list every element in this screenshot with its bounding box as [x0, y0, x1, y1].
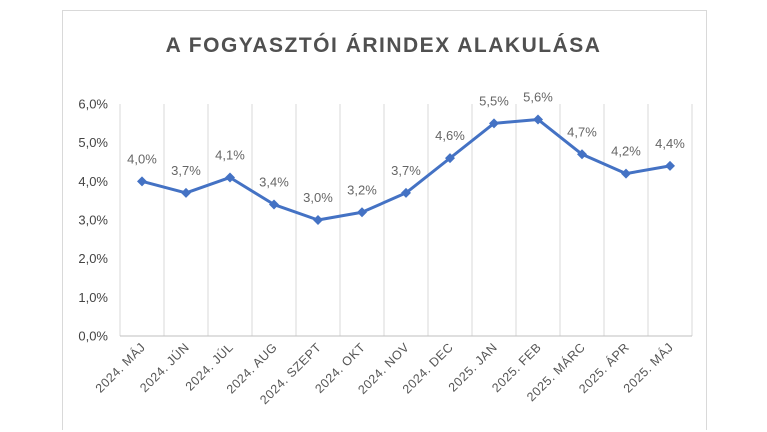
data-label: 4,1%: [215, 147, 245, 162]
data-point-marker: [445, 153, 455, 164]
data-point-marker: [313, 215, 323, 225]
data-point-marker: [621, 168, 631, 179]
y-tick-label: 3,0%: [78, 213, 108, 228]
data-point-marker: [577, 149, 587, 160]
data-label: 4,7%: [567, 124, 597, 139]
data-label: 3,7%: [391, 163, 421, 178]
data-point-marker: [137, 176, 147, 187]
y-tick-label: 4,0%: [78, 174, 108, 189]
data-label: 5,5%: [479, 93, 509, 108]
data-point-marker: [181, 187, 191, 198]
data-point-marker: [225, 172, 235, 183]
data-label: 5,6%: [523, 89, 553, 104]
y-tick-label: 2,0%: [78, 251, 108, 266]
y-tick-label: 6,0%: [78, 97, 108, 112]
data-label: 4,6%: [435, 128, 465, 143]
y-axis: 0,0% 1,0% 2,0% 3,0% 4,0% 5,0% 6,0%: [78, 97, 108, 344]
data-label: 3,0%: [303, 190, 333, 205]
data-point-marker: [269, 199, 279, 210]
data-point-marker: [401, 187, 411, 198]
data-label: 3,4%: [259, 175, 289, 190]
data-label: 4,4%: [655, 136, 685, 151]
data-label: 3,7%: [171, 163, 201, 178]
y-tick-label: 0,0%: [78, 329, 108, 344]
y-tick-label: 5,0%: [78, 135, 108, 150]
y-tick-label: 1,0%: [78, 290, 108, 305]
gridlines: [119, 104, 693, 336]
data-point-marker: [357, 207, 367, 218]
data-label: 3,2%: [347, 182, 377, 197]
data-labels: 4,0% 3,7% 4,1% 3,4% 3,0% 3,2% 3,7% 4,6% 5,5% 5,6%…: [127, 89, 685, 205]
series-line: [137, 114, 675, 225]
chart-title: A FOGYASZTÓI ÁRINDEX ALAKULÁSA: [165, 34, 602, 57]
data-point-marker: [533, 114, 543, 125]
data-label: 4,0%: [127, 151, 157, 166]
data-point-marker: [665, 160, 675, 171]
chart-frame: [62, 10, 707, 430]
data-label: 4,2%: [611, 144, 641, 159]
data-point-marker: [489, 118, 499, 129]
